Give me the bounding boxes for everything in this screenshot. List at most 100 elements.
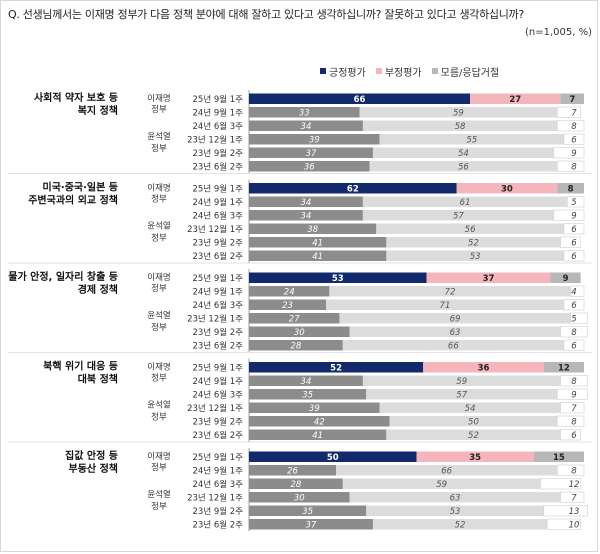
- gov-label: 정부: [151, 411, 167, 422]
- value-label: 69: [450, 314, 461, 324]
- legend-label-dontknow: 모름/응답거절: [440, 67, 500, 79]
- legend-swatch-positive: [320, 68, 326, 74]
- value-label: 52: [330, 363, 342, 373]
- period-label: 24년 9월 1주: [193, 465, 244, 476]
- bar-dontknow: [546, 518, 581, 530]
- value-label: 30: [501, 184, 513, 194]
- bar-dontknow: [556, 120, 585, 132]
- value-label: 6: [571, 135, 577, 145]
- value-label: 9: [571, 211, 576, 221]
- bar-negative: [362, 196, 568, 207]
- bar-positive: [249, 389, 367, 400]
- bar-dontknow: [543, 362, 584, 373]
- bar-negative: [379, 134, 564, 145]
- bar-dontknow: [556, 160, 585, 172]
- value-label: 8: [571, 328, 577, 338]
- gov-label: 윤석열: [147, 220, 171, 231]
- value-label: 72: [445, 287, 456, 297]
- period-label: 25년 9월 1주: [193, 94, 244, 105]
- bar-positive: [249, 237, 387, 248]
- gov-label: 이재명: [147, 183, 170, 194]
- value-label: 52: [468, 431, 479, 441]
- bar-dontknow: [560, 402, 585, 414]
- period-label: 23년 12월 1주: [187, 403, 243, 414]
- value-label: 37: [483, 274, 495, 284]
- value-label: 6: [571, 431, 577, 441]
- value-label: 28: [290, 480, 301, 490]
- legend-label-negative: 부정평가: [384, 67, 422, 79]
- bar-dontknow: [560, 491, 585, 503]
- legend-label-positive: 긍정평가: [329, 67, 366, 79]
- value-label: 53: [332, 274, 344, 284]
- gov-label: 정부: [151, 373, 167, 384]
- bar-negative: [386, 237, 561, 248]
- value-label: 59: [453, 108, 464, 118]
- value-label: 62: [347, 184, 359, 194]
- value-label: 61: [460, 198, 471, 208]
- period-label: 23년 9월 2주: [193, 327, 244, 338]
- bar-negative: [416, 451, 534, 462]
- value-label: 37: [306, 149, 317, 159]
- value-label: 56: [458, 162, 469, 172]
- bar-negative: [423, 362, 544, 373]
- value-label: 15: [553, 453, 565, 463]
- period-label: 23년 6월 2주: [193, 519, 244, 530]
- bar-negative: [336, 465, 558, 476]
- value-label: 53: [450, 507, 461, 517]
- bar-dontknow: [560, 375, 588, 387]
- period-label: 23년 12월 1주: [187, 492, 243, 503]
- value-label: 34: [301, 211, 312, 221]
- bar-dontknow: [560, 236, 581, 248]
- value-label: 35: [302, 507, 313, 517]
- value-label: 53: [470, 252, 481, 262]
- bar-positive: [249, 183, 457, 194]
- value-label: 58: [455, 122, 466, 132]
- period-label: 25년 9월 1주: [193, 273, 244, 284]
- period-label: 23년 6월 2주: [193, 251, 244, 262]
- value-label: 52: [468, 238, 479, 248]
- bar-dontknow: [563, 133, 585, 145]
- period-label: 24년 6월 3주: [193, 210, 244, 221]
- bar-negative: [389, 416, 558, 427]
- legend-swatch-negative: [375, 68, 382, 74]
- value-label: 30: [294, 328, 305, 338]
- bar-positive: [249, 196, 363, 207]
- bar-positive: [249, 465, 337, 476]
- value-label: 66: [354, 95, 366, 105]
- bar-positive: [249, 107, 360, 118]
- legend-swatch-dontknow: [431, 68, 438, 74]
- bar-dontknow: [550, 272, 581, 283]
- value-label: 10: [569, 520, 580, 530]
- gov-label: 이재명: [147, 451, 170, 462]
- value-label: 9: [571, 390, 576, 400]
- bar-negative: [366, 389, 558, 400]
- value-label: 39: [309, 404, 320, 414]
- bar-negative: [362, 375, 561, 386]
- bar-dontknow: [553, 147, 585, 159]
- value-label: 7: [571, 108, 577, 118]
- value-label: 57: [456, 390, 467, 400]
- value-label: 55: [466, 135, 477, 145]
- bar-dontknow: [560, 326, 588, 338]
- period-label: 23년 6월 2주: [193, 430, 244, 441]
- value-label: 4: [571, 287, 576, 297]
- legend-item-positive: 긍정평가: [320, 64, 366, 79]
- bar-positive: [249, 326, 350, 337]
- value-label: 66: [441, 466, 452, 476]
- value-label: 13: [569, 507, 580, 517]
- policy-label: 복지 정책: [78, 104, 118, 117]
- period-label: 23년 12월 1주: [187, 134, 243, 145]
- value-label: 9: [563, 274, 569, 284]
- value-label: 66: [448, 341, 459, 351]
- bar-dontknow: [563, 339, 585, 351]
- bar-positive: [249, 375, 363, 386]
- policy-label: 집값 안정 등: [65, 449, 118, 462]
- bar-positive: [249, 492, 350, 503]
- value-label: 57: [453, 211, 464, 221]
- policy-label: 부동산 정책: [69, 462, 118, 475]
- legend-item-dontknow: 모름/응답거절: [431, 64, 500, 79]
